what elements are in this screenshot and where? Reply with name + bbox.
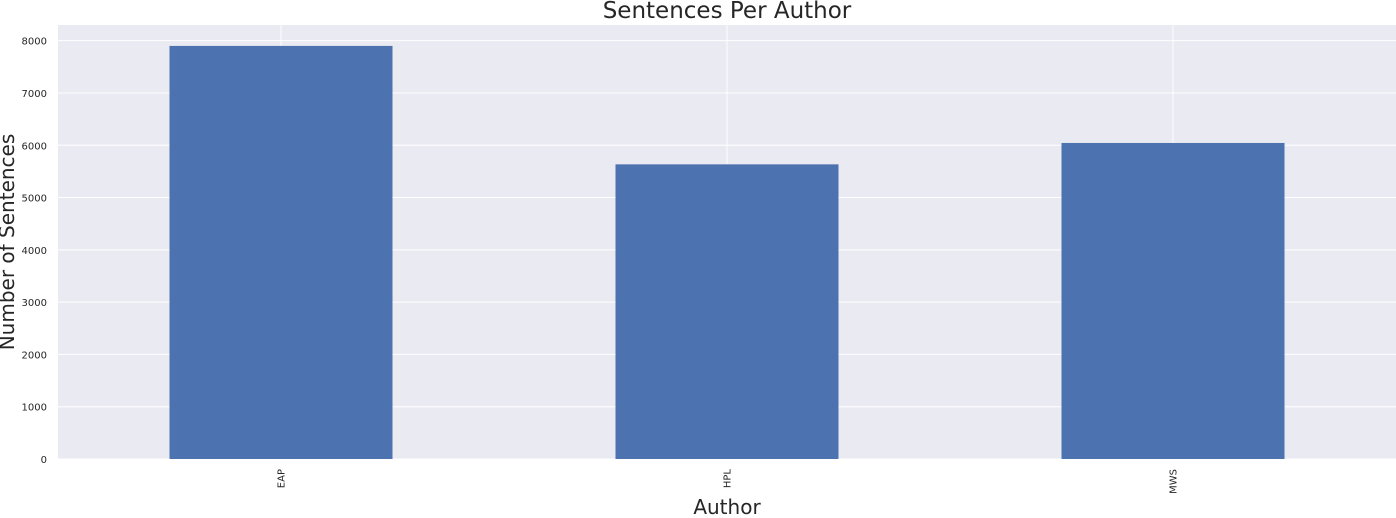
y-tick-label: 0 bbox=[41, 455, 47, 466]
y-tick-label: 8000 bbox=[22, 37, 47, 48]
chart-title: Sentences Per Author bbox=[603, 0, 852, 24]
bar-eap bbox=[169, 45, 393, 460]
y-tick-label: 2000 bbox=[22, 350, 47, 361]
x-axis-label: Author bbox=[693, 495, 761, 518]
bar-hpl bbox=[615, 164, 839, 460]
x-tick-label: MWS bbox=[1169, 469, 1180, 494]
x-tick-label: HPL bbox=[723, 469, 734, 489]
x-axis-ticks: EAP HPL MWS bbox=[277, 469, 1180, 494]
y-tick-label: 1000 bbox=[22, 403, 47, 414]
y-axis-label: Number of Sentences bbox=[0, 134, 19, 351]
y-tick-label: 6000 bbox=[22, 141, 47, 152]
y-axis-ticks: 0 1000 2000 3000 4000 5000 6000 7000 8000 bbox=[22, 37, 47, 466]
y-tick-label: 7000 bbox=[22, 89, 47, 100]
y-tick-label: 5000 bbox=[22, 194, 47, 205]
y-tick-label: 4000 bbox=[22, 246, 47, 257]
y-tick-label: 3000 bbox=[22, 298, 47, 309]
bar-mws bbox=[1061, 142, 1285, 459]
bars bbox=[169, 45, 1285, 460]
x-tick-label: EAP bbox=[277, 469, 288, 488]
